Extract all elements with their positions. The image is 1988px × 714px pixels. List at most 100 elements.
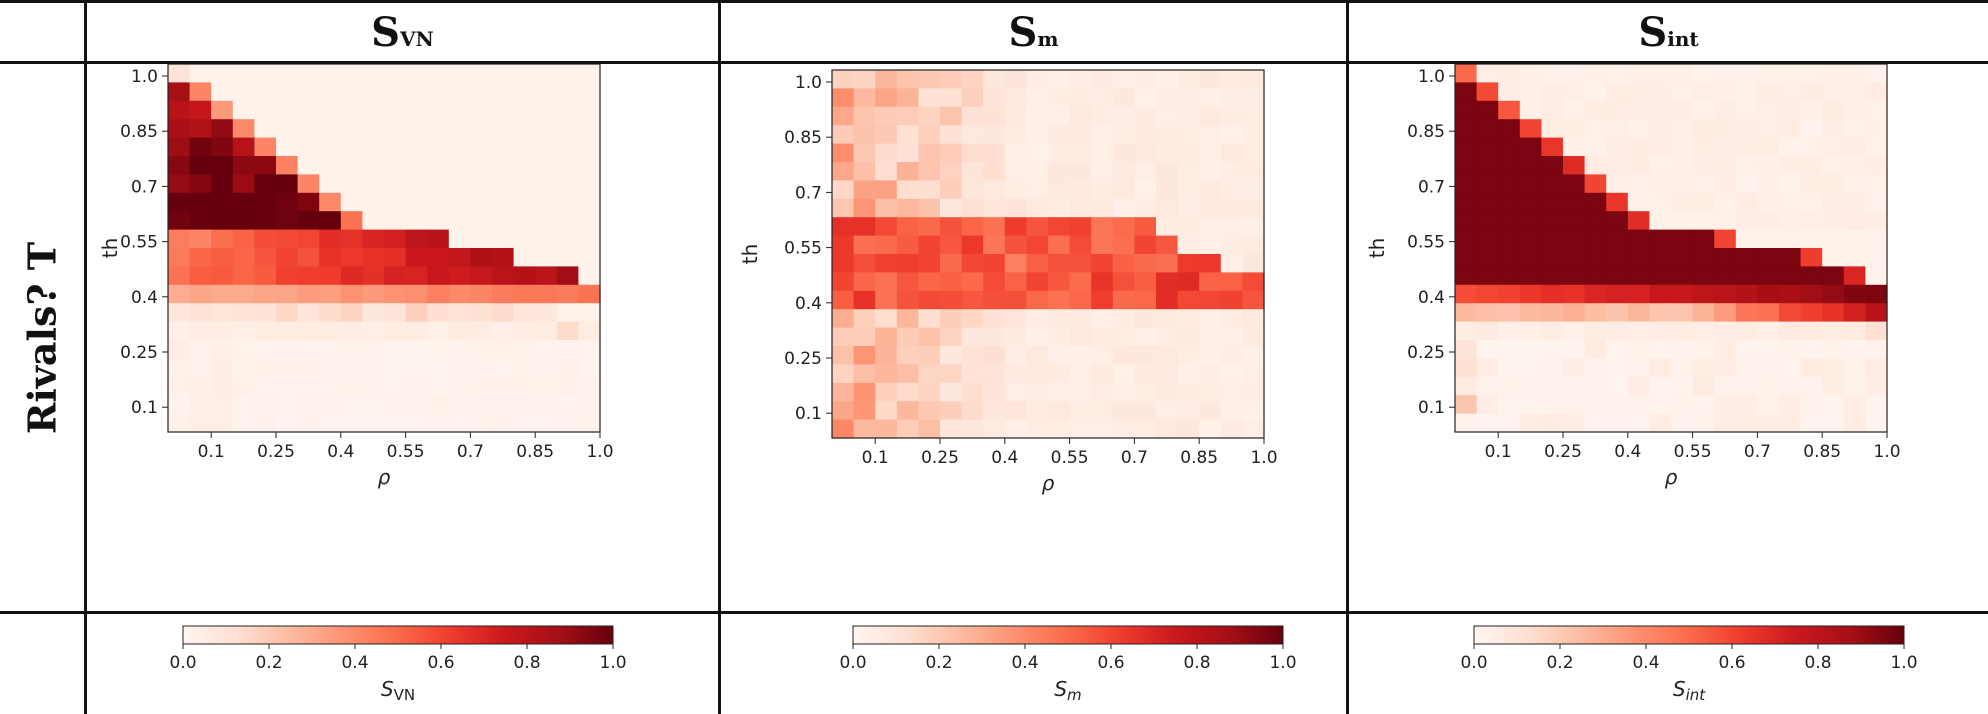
heatmap-cell <box>1757 321 1780 341</box>
heatmap-cell <box>1156 272 1179 292</box>
heatmap-cell <box>211 303 234 323</box>
heatmap-cell <box>875 217 898 237</box>
heatmap-cell <box>983 254 1006 273</box>
heatmap-cell <box>1779 137 1802 157</box>
heatmap-cell <box>1606 284 1629 304</box>
heatmap-cell <box>1584 229 1607 249</box>
heatmap-cell <box>1822 284 1845 304</box>
heatmap-cell <box>232 64 255 83</box>
heatmap-cell <box>1714 340 1737 359</box>
heatmap-cell <box>470 376 493 396</box>
heatmap-cell <box>513 229 536 249</box>
heatmap-cell <box>853 364 876 384</box>
heatmap-cells <box>168 64 601 433</box>
heatmap-cell <box>1242 143 1265 163</box>
heatmap-cell <box>1519 395 1542 415</box>
heatmap-cell <box>896 180 919 200</box>
heatmap-cell <box>1584 64 1607 83</box>
heatmap-cell <box>535 376 558 396</box>
y-tick-label: 0.85 <box>120 122 158 142</box>
heatmap-cell <box>427 395 450 415</box>
heatmap-cell <box>319 248 342 267</box>
heatmap-cell <box>1498 321 1521 341</box>
heatmap-cell <box>1220 364 1243 384</box>
heatmap-cell <box>832 217 855 237</box>
heatmap-cell <box>340 229 363 249</box>
heatmap-cell <box>1220 290 1243 310</box>
heatmap-cell <box>1606 248 1629 267</box>
heatmap-cell <box>448 303 471 323</box>
heatmap-cell <box>1048 346 1071 365</box>
heatmap-cell <box>1541 358 1564 378</box>
heatmap-cell <box>1843 413 1866 433</box>
heatmap-cell <box>1220 180 1243 200</box>
heatmap-cell <box>1199 309 1222 329</box>
heatmap-cell <box>340 211 363 231</box>
heatmap-cell <box>168 321 191 341</box>
colorbar-sint: 0.0 0.2 0.4 0.6 0.8 1.0 Sint <box>1460 625 1918 704</box>
heatmap-cell <box>896 106 919 126</box>
heatmap-cell <box>1779 229 1802 249</box>
colorbar-tick-label: 0.6 <box>427 653 454 673</box>
heatmap-cell <box>535 266 558 286</box>
heatmap-cell <box>1455 174 1478 194</box>
heatmap-cell <box>1692 340 1715 359</box>
heatmap-cell <box>1671 303 1694 323</box>
heatmap-cell <box>875 235 898 255</box>
heatmap-cell <box>1865 340 1888 359</box>
heatmap-cell <box>1541 303 1564 323</box>
header-divider <box>0 61 1988 64</box>
heatmap-cell <box>1519 284 1542 304</box>
heatmap-cell <box>470 266 493 286</box>
heatmap-cell <box>427 174 450 194</box>
heatmap-cell <box>1091 162 1114 181</box>
heatmap-cell <box>1177 70 1200 89</box>
heatmap-cell <box>853 272 876 292</box>
heatmap-cell <box>1843 156 1866 175</box>
heatmap-cell <box>211 174 234 194</box>
y-tick-label: 0.1 <box>131 398 158 418</box>
heatmap-cell <box>1220 88 1243 108</box>
heatmap-cell <box>189 321 212 341</box>
heatmap-cell <box>470 100 493 120</box>
heatmap-cell <box>875 327 898 347</box>
heatmap-cell <box>535 395 558 415</box>
heatmap-cell <box>189 248 212 267</box>
heatmap-cell <box>1800 156 1823 175</box>
heatmap-cell <box>1091 346 1114 365</box>
heatmap-cell <box>1822 413 1845 433</box>
heatmap-cell <box>168 376 191 396</box>
heatmap-cell <box>1779 64 1802 83</box>
heatmap-cell <box>448 248 471 267</box>
heatmap-cell <box>1627 376 1650 396</box>
heatmap-cell <box>1091 143 1114 163</box>
heatmap-cell <box>168 192 191 212</box>
heatmap-cell <box>1692 284 1715 304</box>
heatmap-cell <box>168 340 191 359</box>
heatmap-cell <box>168 284 191 304</box>
heatmap-cell <box>1498 64 1521 83</box>
heatmap-cell <box>1519 303 1542 323</box>
heatmap-cell <box>1671 376 1694 396</box>
heatmap-cell <box>1865 284 1888 304</box>
heatmap-cell <box>1091 88 1114 108</box>
heatmap-cell <box>1800 358 1823 378</box>
heatmap-cell <box>1242 309 1265 329</box>
heatmap-cell <box>1519 137 1542 157</box>
heatmap-cell <box>1822 266 1845 286</box>
heatmap-cell <box>940 180 963 200</box>
heatmap-cell <box>556 100 579 120</box>
heatmap-cell <box>470 137 493 157</box>
heatmap-cell <box>319 321 342 341</box>
x-tick-label: 0.4 <box>327 442 354 462</box>
heatmap-cell <box>1177 235 1200 255</box>
heatmap-cell <box>1112 125 1135 145</box>
column-divider-label <box>84 0 87 714</box>
heatmap-cell <box>254 82 277 102</box>
heatmap-cell <box>578 229 601 249</box>
heatmap-cell <box>1843 248 1866 267</box>
heatmap-cell <box>1671 395 1694 415</box>
colorbar-label-sub: int <box>1686 686 1707 704</box>
heatmap-cell <box>875 309 898 329</box>
heatmap-cell <box>853 217 876 237</box>
